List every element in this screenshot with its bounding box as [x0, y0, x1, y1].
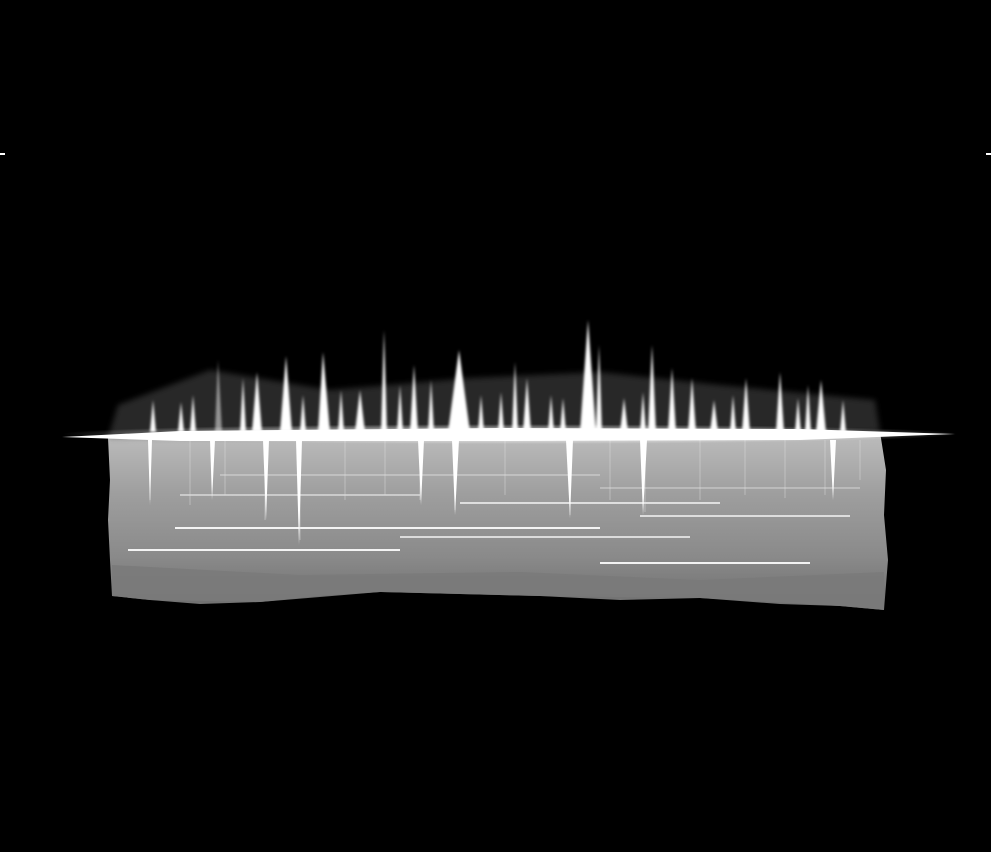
bright-horizontal-line: [62, 428, 955, 441]
lower-band: [112, 565, 884, 610]
left-edge-marker: [0, 153, 5, 155]
downward-spikes: [148, 440, 836, 545]
gray-slab: [108, 432, 888, 610]
right-edge-marker: [986, 153, 991, 155]
upward-spikes: [150, 320, 846, 432]
